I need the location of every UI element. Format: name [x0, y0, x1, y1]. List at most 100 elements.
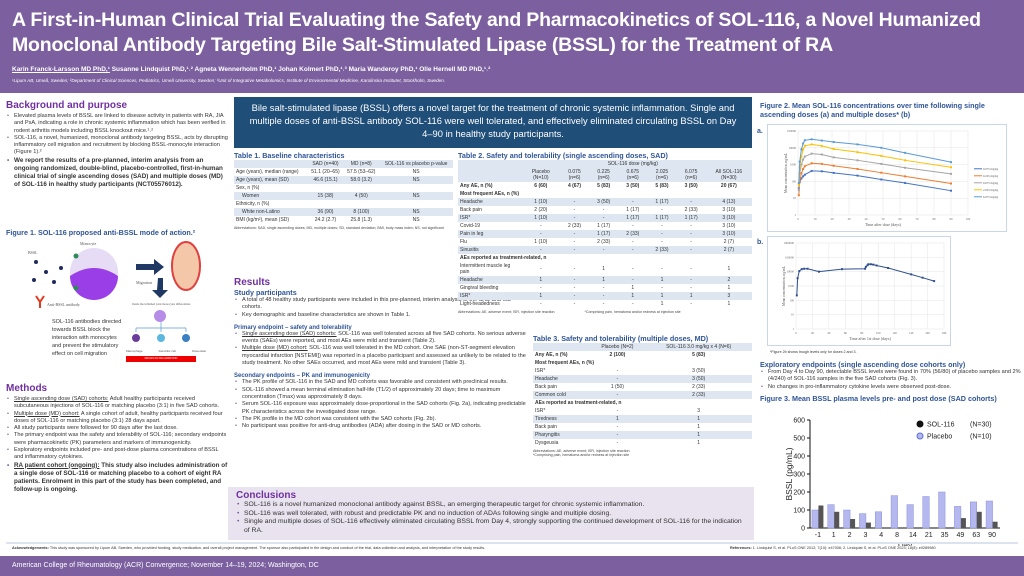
table-cell: 1	[631, 285, 635, 291]
label-osteoclast: Osteoclast	[191, 349, 206, 353]
table-cell: 3 (50)	[597, 199, 611, 205]
table-cell: 3 (50)	[692, 376, 706, 382]
table-cell: 2 (33)	[655, 247, 669, 253]
table-cell: 5 (83)	[597, 183, 611, 189]
table-cell: 5 (83)	[655, 183, 669, 189]
data-point	[797, 182, 800, 185]
table-row: Sinusitis - - - - 2 (33) - 2 (7)	[458, 246, 752, 254]
x-tick-label: 0	[795, 331, 797, 335]
placebo-bar	[922, 496, 930, 529]
data-point	[800, 177, 803, 180]
label-migration: Migration	[136, 280, 152, 285]
table-cell: -	[661, 285, 663, 291]
x-tick-label: 100	[966, 217, 971, 221]
methods-bullet-text: All study participants were followed for…	[14, 425, 178, 432]
methods-bullet-lead: Multiple dose (MD) cohort:	[14, 410, 80, 417]
y-tick-label: 100	[792, 179, 797, 183]
table-row: Back pain 1 (50) 2 (33)	[533, 383, 752, 391]
results-heading: Results	[234, 277, 271, 288]
table-cell: -	[539, 231, 542, 237]
table-cell: -	[602, 285, 605, 291]
data-point	[832, 171, 835, 174]
table-cell: 1	[631, 293, 635, 299]
table-cell: 1 (17)	[626, 215, 640, 221]
table-row: Pharyngitis - 1	[533, 431, 752, 439]
methods-section: Methods Single ascending dose (SAD) coho…	[6, 383, 228, 494]
table-cell: -	[573, 239, 576, 245]
table-cell: 2 (33)	[684, 207, 698, 213]
secondary-bullet: SOL-116 showed a mean terminal eliminati…	[234, 387, 532, 402]
background-bullet: SOL-116, a novel, humanized, monoclonal …	[6, 135, 228, 157]
y-tick-label: 100	[793, 508, 805, 515]
table-cell: NS	[412, 169, 420, 175]
x-axis-label: Time after dose (days)	[865, 222, 902, 227]
table-cell: -	[602, 247, 605, 253]
sol116-bar	[992, 521, 998, 528]
table-cell: 36 (90)	[317, 209, 334, 215]
table-cell: 1 (17)	[626, 207, 640, 213]
x-tick-label: 40	[865, 217, 869, 221]
figure1-caption: SOL-116 antibodies directed towards BSSL…	[52, 319, 122, 357]
y-tick-label: 200	[793, 490, 805, 497]
data-point	[802, 148, 805, 151]
table-row: Age (years), median (range) 51.1 (20–65) 5…	[234, 168, 453, 176]
table2-abbreviations: Abbreviations: AE, adverse event; ISR, i…	[458, 310, 555, 314]
arrow-right-icon	[136, 259, 164, 275]
table-cell: 2 (33)	[626, 231, 640, 237]
table-cell: ISR*	[460, 215, 471, 221]
x-tick-label: 140	[909, 331, 914, 335]
data-point	[856, 159, 859, 162]
data-point	[841, 268, 844, 271]
legend-label: 0.225 mg/kg	[983, 174, 999, 178]
table-row: Headache 1 (10) - 3 (50) - 1 (17) - 4 (13)	[458, 198, 752, 206]
figure2a-chart: 1 10 100 1000 10000 100000 0 10 20 30 40 50 60 70 80 90…	[767, 124, 1007, 232]
table-row: Ethnicity, n (%)	[234, 200, 453, 208]
primary-bullet: Single ascending dose (SAD) cohorts: SOL…	[234, 331, 532, 346]
data-point	[832, 156, 835, 159]
table-cell: -	[631, 277, 634, 283]
table-cell: 1 (17)	[655, 215, 669, 221]
table-row: Dysgeusia - 1	[533, 439, 752, 447]
x-tick-label: 80	[860, 331, 864, 335]
x-tick-label: 1	[832, 532, 836, 539]
data-point	[800, 172, 803, 175]
data-point	[810, 138, 813, 141]
table-section-row: AEs reported as treatment-related, n	[458, 254, 752, 262]
primary-bullet-lead: Multiple dose (MD) cohort:	[242, 345, 308, 352]
y-tick-label: 0	[801, 526, 805, 533]
x-tick-label: 8	[895, 532, 899, 539]
data-point	[904, 151, 907, 154]
table-section-row: Most frequent AEs, n (%)	[533, 359, 752, 367]
table-cell: -	[661, 207, 663, 213]
panel-b-label: b.	[757, 239, 764, 246]
data-point	[880, 154, 883, 157]
table-cell: 1	[602, 266, 606, 272]
table-cell: -	[631, 223, 634, 229]
y-axis-label: BSSL (pg/mL)	[784, 447, 794, 500]
branch-lines	[135, 322, 187, 332]
table-cell: -	[690, 301, 692, 307]
table-cell	[343, 200, 379, 208]
table-cell: -	[602, 301, 605, 307]
table-cell: ISR*	[535, 368, 546, 374]
data-point	[880, 162, 883, 165]
data-point	[797, 184, 800, 187]
author: Olle Hernell MD PhD,¹˒²	[419, 66, 491, 73]
data-point	[798, 160, 801, 163]
table-row: Women 15 (38) 4 (50) NS	[234, 192, 453, 200]
placebo-bar	[843, 509, 851, 529]
author: Susanne Lindquist PhD,¹˒²	[111, 66, 193, 73]
legend-marker	[916, 432, 924, 440]
data-point	[810, 143, 813, 146]
data-point	[904, 159, 907, 162]
data-point	[803, 155, 806, 158]
table-cell: 1 (17)	[597, 231, 611, 237]
secondary-bullet: The PK profile in the MD cohort was cons…	[234, 416, 532, 424]
table-cell: 15 (38)	[317, 193, 334, 199]
table-cell: 3	[697, 408, 701, 414]
data-point	[802, 167, 805, 170]
table-cell: 3 (10)	[722, 223, 736, 229]
figure2-title: Figure 2. Mean SOL-116 concentrations ov…	[760, 101, 985, 119]
table-section-label: Most frequent AEs, n (%)	[460, 191, 519, 197]
sol116-bar	[850, 519, 856, 528]
